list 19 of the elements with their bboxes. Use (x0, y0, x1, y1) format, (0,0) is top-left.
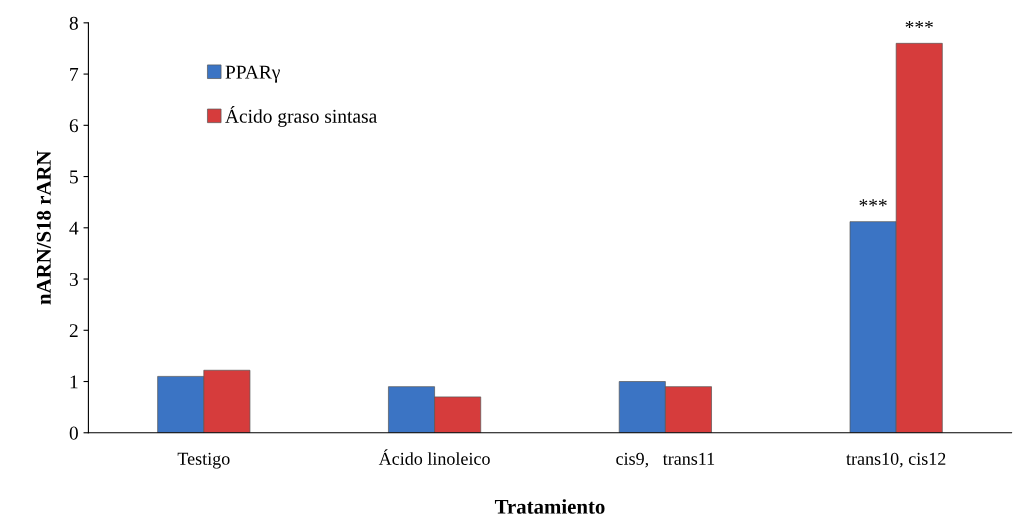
legend-label: PPARγ (225, 65, 280, 83)
y-tick-label: 7 (70, 68, 79, 81)
y-tick-label: 8 (69, 16, 78, 30)
y-tick-label: 4 (69, 221, 79, 235)
y-tick-label: 0 (69, 426, 78, 440)
annotation: *** (905, 20, 933, 29)
y-tick-label: 1 (70, 375, 78, 389)
y-tick-label: 3 (69, 272, 78, 286)
y-tick-label: 2 (69, 324, 78, 338)
annotation: *** (859, 199, 887, 207)
x-tick-label: trans10, cis12 (846, 452, 946, 468)
x-tick-label: Testigo (177, 452, 230, 469)
x-tick-label: cis9, trans11 (616, 452, 715, 468)
x-tick-label: Ácido linoleico (378, 449, 490, 465)
y-tick-label: 6 (69, 119, 79, 133)
x-axis-title: Tratamiento (494, 499, 605, 514)
legend-label: Ácido graso sintasa (225, 106, 377, 127)
y-axis-title: nARN/S18 rARN (36, 150, 51, 305)
y-tick-label: 5 (70, 170, 78, 184)
